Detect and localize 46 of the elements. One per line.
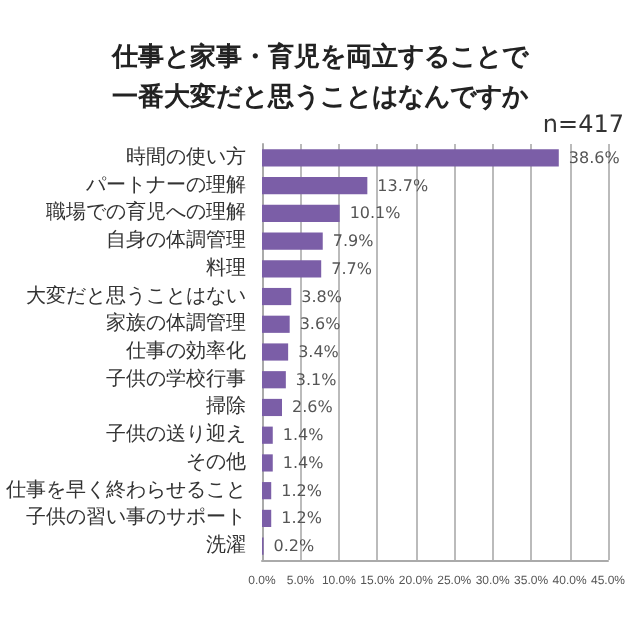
bar bbox=[262, 177, 368, 195]
data-label: 3.6% bbox=[299, 315, 342, 334]
bar bbox=[262, 482, 272, 500]
data-label: 1.4% bbox=[282, 426, 325, 445]
y-tick-label: 子供の学校行事 bbox=[106, 366, 246, 391]
data-label: 38.6% bbox=[568, 148, 621, 167]
y-tick-label: 大変だと思うことはない bbox=[26, 283, 246, 308]
bar bbox=[262, 343, 289, 361]
bar bbox=[262, 287, 292, 306]
data-label: 1.4% bbox=[282, 453, 325, 472]
bar bbox=[262, 315, 290, 333]
y-tick-label: 掃除 bbox=[206, 394, 246, 419]
y-tick-label: 子供の送り迎え bbox=[106, 422, 246, 447]
bar bbox=[262, 398, 282, 417]
y-tick-label: 洗濯 bbox=[206, 533, 246, 558]
y-tick-label: 時間の使い方 bbox=[126, 144, 246, 169]
bar bbox=[262, 149, 559, 167]
data-label: 13.7% bbox=[377, 176, 429, 195]
bar bbox=[262, 371, 286, 389]
data-label: 3.4% bbox=[298, 343, 340, 361]
y-tick-label: 自身の体調管理 bbox=[106, 228, 246, 253]
y-tick-label: 職場での育児への理解 bbox=[46, 200, 246, 225]
data-label: 7.7% bbox=[331, 259, 373, 278]
data-label: 0.2% bbox=[273, 537, 315, 556]
y-tick-label: その他 bbox=[186, 449, 246, 474]
bar bbox=[262, 426, 273, 444]
y-tick-label: 仕事の効率化 bbox=[126, 339, 246, 363]
bar bbox=[262, 454, 273, 472]
y-tick-label: 子供の習い事のサポート bbox=[26, 505, 246, 530]
data-label: 2.6% bbox=[291, 398, 334, 417]
data-label: 1.2% bbox=[281, 481, 323, 500]
text: n=417 bbox=[542, 110, 625, 138]
chart-title: 仕事と家事・育児を両立することで一番大変だと思うことはなんですか bbox=[110, 41, 530, 113]
data-label: 3.1% bbox=[295, 370, 338, 389]
y-tick-label: 料理 bbox=[206, 255, 246, 280]
y-tick-label: 家族の体調管理 bbox=[106, 311, 246, 336]
data-label: 7.9% bbox=[332, 232, 375, 251]
bar bbox=[262, 232, 323, 250]
data-label: 1.2% bbox=[281, 509, 323, 528]
y-tick-label: 仕事を早く終わらせること bbox=[6, 477, 246, 502]
data-label: 3.8% bbox=[301, 287, 343, 306]
y-tick-label: パートナーの理解 bbox=[84, 174, 246, 197]
bar bbox=[262, 204, 340, 222]
bar bbox=[262, 260, 322, 278]
data-label: 10.1% bbox=[349, 204, 402, 223]
bar bbox=[262, 509, 272, 527]
